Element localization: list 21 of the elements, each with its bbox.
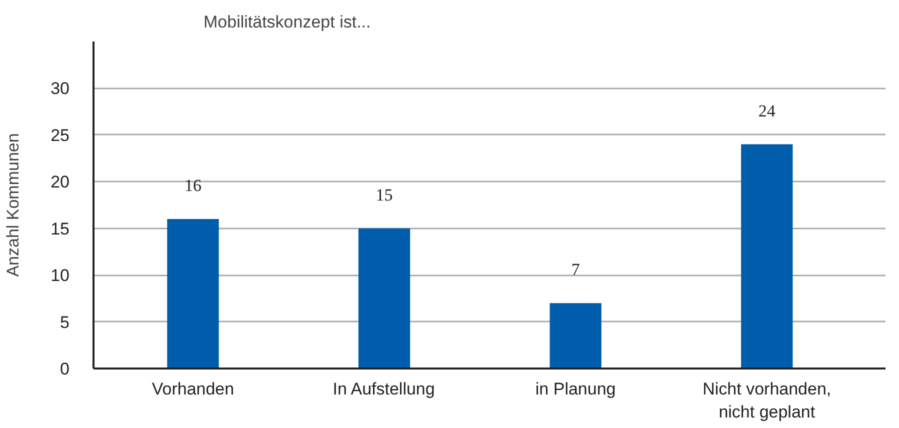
bar bbox=[550, 303, 602, 368]
y-tick-label: 15 bbox=[50, 219, 70, 238]
y-tick-label: 20 bbox=[50, 172, 70, 192]
x-tick-label: In Aufstellung bbox=[332, 380, 435, 398]
x-tick-label: in Planung bbox=[535, 380, 616, 398]
y-tick-label: 25 bbox=[50, 126, 70, 145]
bar bbox=[167, 219, 219, 368]
data-label: 7 bbox=[571, 260, 580, 280]
x-tick-label: Nicht vorhanden, nicht geplant bbox=[702, 380, 832, 422]
chart-title: Mobilitätskonzept ist... bbox=[204, 12, 371, 32]
x-tick-label: Vorhanden bbox=[152, 380, 234, 398]
y-tick-label: 10 bbox=[50, 266, 70, 286]
data-label: 24 bbox=[758, 101, 776, 120]
data-label: 15 bbox=[376, 185, 393, 204]
y-tick-label: 5 bbox=[60, 312, 70, 332]
y-tick-label: 0 bbox=[60, 360, 70, 378]
y-tick-label: 30 bbox=[50, 79, 70, 98]
bar bbox=[741, 144, 793, 368]
y-axis-title: Anzahl Kommunen bbox=[4, 133, 23, 277]
data-label: 16 bbox=[184, 176, 202, 196]
bar bbox=[358, 228, 410, 368]
